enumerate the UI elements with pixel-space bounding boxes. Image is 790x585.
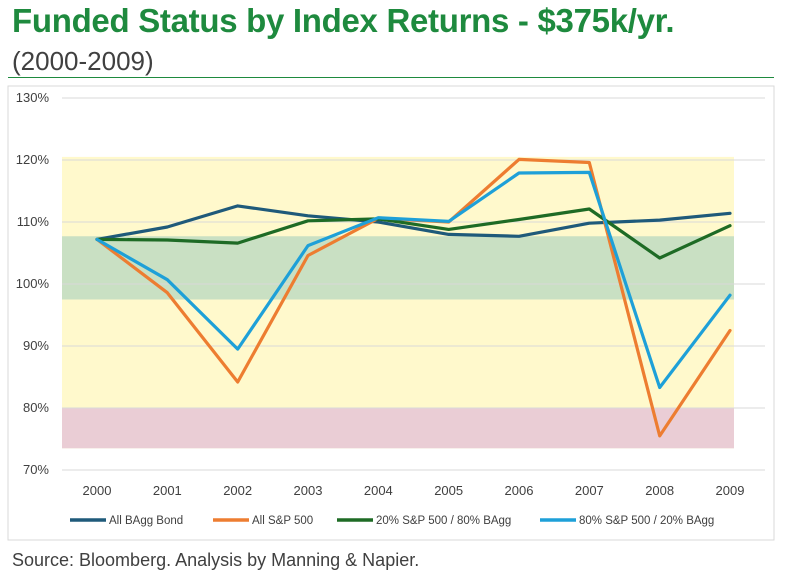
- y-tick-label: 70%: [23, 462, 49, 477]
- y-tick-label: 100%: [16, 276, 50, 291]
- chart-frame: [7, 85, 775, 541]
- x-tick-label: 2008: [645, 483, 674, 498]
- x-tick-label: 2003: [294, 483, 323, 498]
- y-tick-label: 130%: [16, 90, 50, 105]
- legend-label: 80% S&P 500 / 20% BAgg: [579, 515, 714, 527]
- x-axis-tick-labels: 2000 2001 2002 2003 2004 2005 2006 2007 2008 2009: [83, 483, 745, 498]
- series-line-0: [95, 204, 732, 241]
- y-tick-label: 80%: [23, 400, 49, 415]
- x-tick-label: 2009: [716, 483, 745, 498]
- series-lines: [95, 157, 732, 438]
- source-note: Source: Bloomberg. Analysis by Manning &…: [12, 550, 420, 570]
- y-tick-label: 110%: [17, 214, 50, 229]
- chart-subtitle: (2000-2009): [12, 46, 154, 76]
- series-line-3: [95, 170, 732, 390]
- x-tick-label: 2002: [223, 483, 252, 498]
- band-2: [62, 408, 734, 449]
- y-axis-tick-labels: 70% 80% 90% 100% 110% 120% 130%: [16, 90, 50, 477]
- x-tick-label: 2001: [153, 483, 182, 498]
- legend-label: All S&P 500: [252, 515, 313, 527]
- legend-label: All BAgg Bond: [109, 515, 183, 527]
- y-tick-label: 90%: [23, 338, 49, 353]
- x-tick-label: 2007: [575, 483, 604, 498]
- series-line-2: [95, 207, 732, 260]
- title-divider: [8, 77, 774, 78]
- x-tick-label: 2000: [83, 483, 112, 498]
- chart-title: Funded Status by Index Returns - $375k/y…: [12, 2, 675, 39]
- x-tick-label: 2005: [434, 483, 463, 498]
- x-tick-label: 2004: [364, 483, 393, 498]
- y-tick-label: 120%: [16, 152, 50, 167]
- legend: All BAgg Bond All S&P 500 20% S&P 500 / 80…: [70, 515, 714, 527]
- legend-label: 20% S&P 500 / 80% BAgg: [376, 515, 511, 527]
- x-tick-label: 2006: [505, 483, 534, 498]
